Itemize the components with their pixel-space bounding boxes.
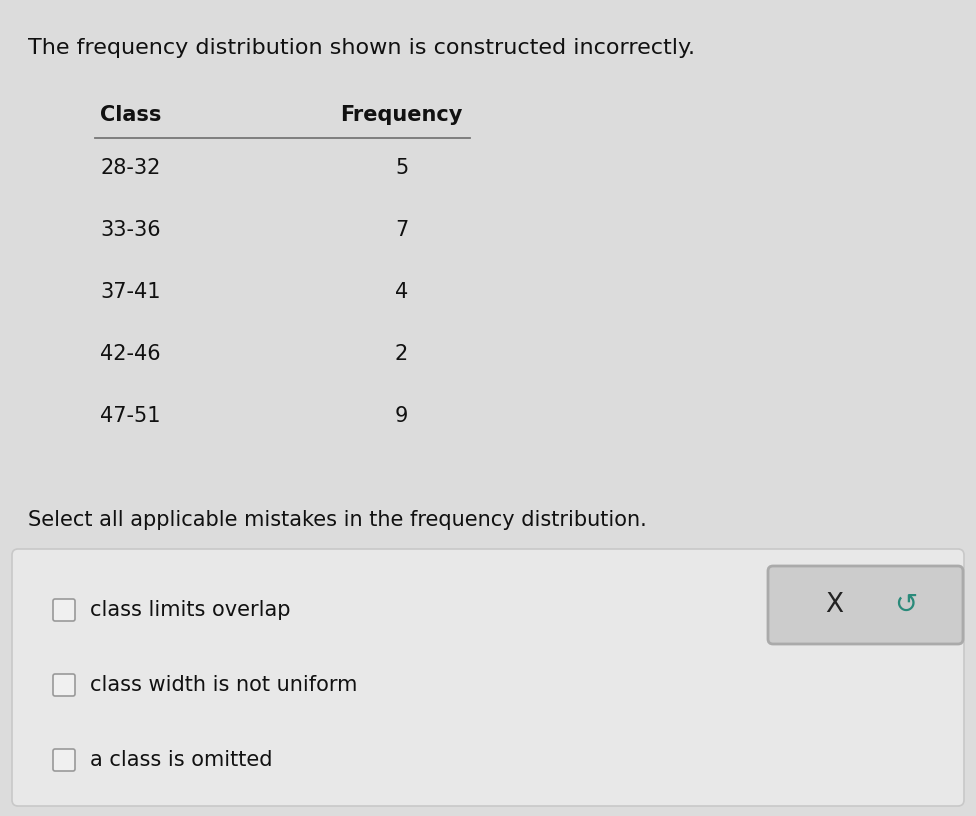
FancyBboxPatch shape bbox=[53, 749, 75, 771]
Text: 33-36: 33-36 bbox=[100, 220, 161, 240]
Text: 42-46: 42-46 bbox=[100, 344, 161, 364]
Text: Select all applicable mistakes in the frequency distribution.: Select all applicable mistakes in the fr… bbox=[28, 510, 647, 530]
Text: 37-41: 37-41 bbox=[100, 282, 160, 302]
FancyBboxPatch shape bbox=[12, 549, 964, 806]
FancyBboxPatch shape bbox=[53, 674, 75, 696]
Text: Class: Class bbox=[100, 105, 161, 125]
Text: 7: 7 bbox=[395, 220, 408, 240]
Text: ↺: ↺ bbox=[895, 591, 917, 619]
Text: class limits overlap: class limits overlap bbox=[90, 600, 291, 620]
FancyBboxPatch shape bbox=[768, 566, 963, 644]
Text: 4: 4 bbox=[395, 282, 408, 302]
FancyBboxPatch shape bbox=[53, 599, 75, 621]
Text: a class is omitted: a class is omitted bbox=[90, 750, 272, 770]
Text: 28-32: 28-32 bbox=[100, 158, 160, 178]
Text: 47-51: 47-51 bbox=[100, 406, 160, 426]
Text: 5: 5 bbox=[395, 158, 408, 178]
Text: class width is not uniform: class width is not uniform bbox=[90, 675, 357, 695]
Text: The frequency distribution shown is constructed incorrectly.: The frequency distribution shown is cons… bbox=[28, 38, 695, 58]
Text: 9: 9 bbox=[395, 406, 408, 426]
Text: 2: 2 bbox=[395, 344, 408, 364]
Text: X: X bbox=[825, 592, 843, 618]
Text: Frequency: Frequency bbox=[340, 105, 463, 125]
